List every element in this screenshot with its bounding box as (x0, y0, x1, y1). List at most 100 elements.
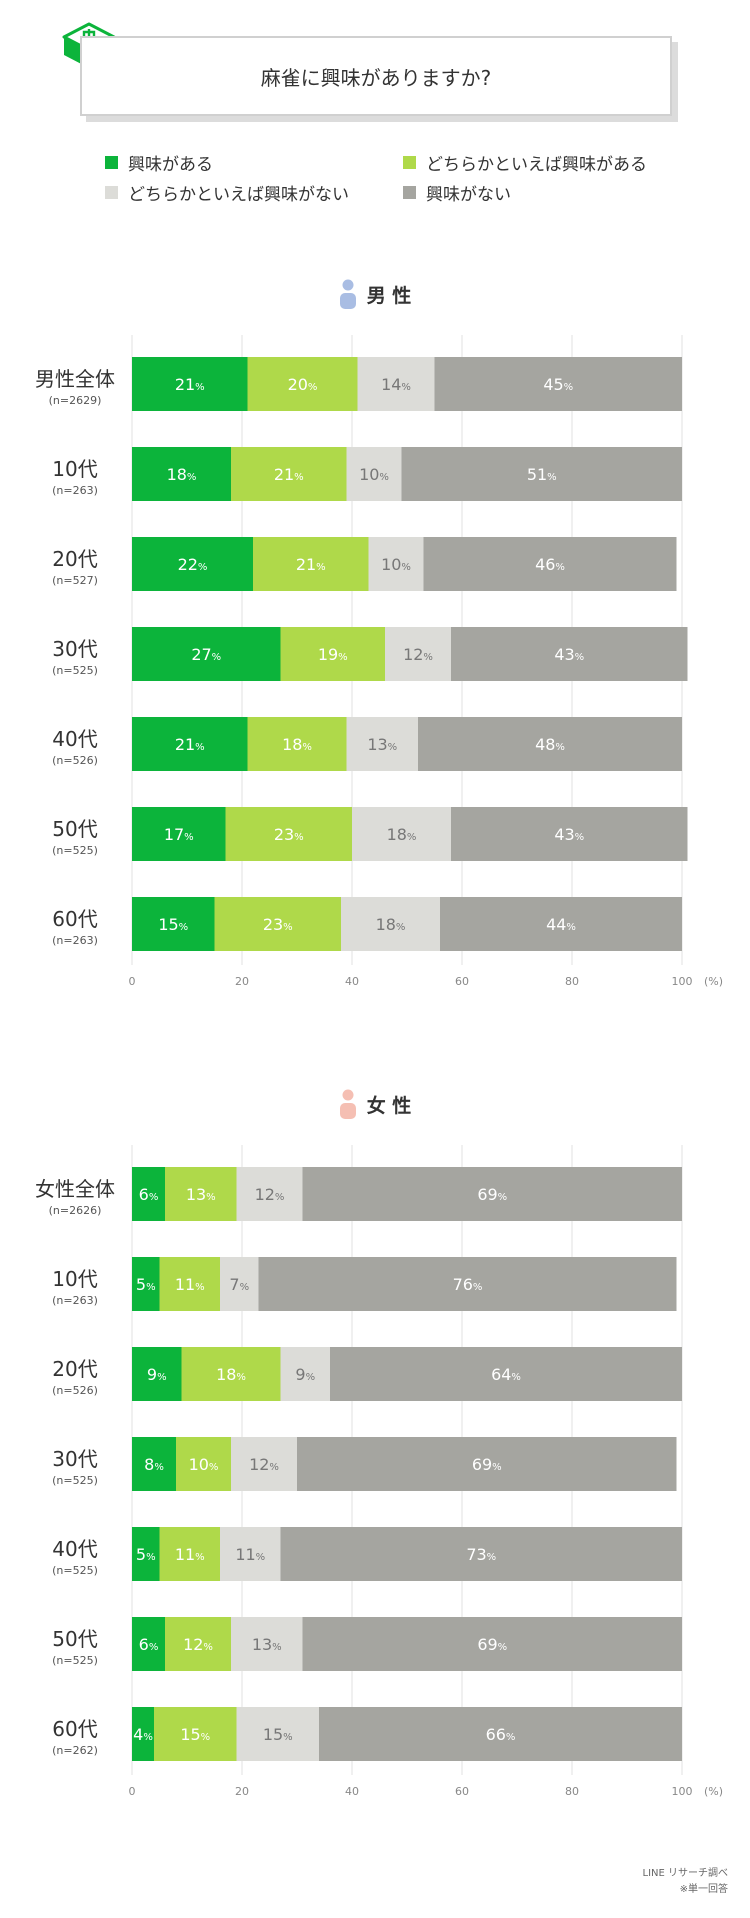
bar-segment (253, 537, 369, 591)
x-axis-unit: (%) (704, 1785, 723, 1798)
data-label: 18% (376, 915, 406, 934)
data-label: 21% (274, 465, 304, 484)
bar-segment (247, 357, 358, 411)
sample-size-label: (n=526) (52, 1384, 98, 1397)
data-label: 10% (381, 555, 411, 574)
data-label: 43% (554, 825, 584, 844)
legend-label: どちらかといえば興味がない (128, 185, 349, 205)
bar-segment (368, 537, 424, 591)
male-person-icon (339, 279, 356, 309)
bar-segment (132, 717, 248, 771)
sample-size-label: (n=525) (52, 1474, 98, 1487)
bar-segment (132, 897, 215, 951)
bar-segment (176, 1437, 231, 1491)
bar-segment (280, 1527, 682, 1581)
data-label: 10% (189, 1455, 219, 1474)
bar-segment (236, 1707, 319, 1761)
data-label: 64% (491, 1365, 521, 1384)
bar-segment (132, 1437, 176, 1491)
bar-segment (346, 717, 418, 771)
x-tick-label: 100 (672, 1785, 693, 1798)
female-person-icon (339, 1089, 356, 1119)
bar-segment (319, 1707, 682, 1761)
bar-segment (159, 1527, 220, 1581)
female-chart: 0 20 40 60 80 100 (%) 女性全体 (n=2626) 6% 13% 12% 69% 10… (0, 1145, 750, 1825)
section-title: 女 性 (366, 1094, 412, 1117)
data-label: 21% (296, 555, 326, 574)
bar-segment (401, 447, 682, 501)
bar-segment (225, 807, 352, 861)
data-label: 18% (387, 825, 417, 844)
data-label: 51% (527, 465, 557, 484)
male-bar-chart: 0 20 40 60 80 100 (%) 男性全体 (n=2629) 21% 20% 14% 45% 1… (35, 335, 723, 988)
bar-segment (297, 1437, 677, 1491)
page-title: 麻雀に興味がありますか? (80, 36, 672, 116)
data-label: 23% (263, 915, 293, 934)
sample-size-label: (n=526) (52, 754, 98, 767)
legend-swatch (105, 156, 118, 169)
bar-segment (247, 717, 347, 771)
bar-segment (165, 1167, 237, 1221)
data-label: 43% (554, 645, 584, 664)
data-label: 11% (175, 1545, 205, 1564)
data-label: 73% (466, 1545, 496, 1564)
bar-segment (231, 1617, 303, 1671)
bar-segment (236, 1167, 303, 1221)
bar-segment (132, 1257, 160, 1311)
data-label: 13% (252, 1635, 282, 1654)
data-label: 5% (136, 1275, 156, 1294)
x-tick-label: 80 (565, 975, 579, 988)
data-label: 14% (381, 375, 411, 394)
bar-segment (280, 627, 385, 681)
bar-segment (258, 1257, 677, 1311)
sample-size-label: (n=262) (52, 1744, 98, 1757)
data-label: 46% (535, 555, 565, 574)
x-tick-label: 60 (455, 1785, 469, 1798)
bar-segment (132, 1707, 154, 1761)
bar-segment (440, 897, 682, 951)
x-tick-label: 20 (235, 1785, 249, 1798)
bar-segment (132, 1347, 182, 1401)
sample-size-label: (n=525) (52, 844, 98, 857)
data-label: 69% (477, 1185, 507, 1204)
x-axis-unit: (%) (704, 975, 723, 988)
bar-segment (132, 627, 281, 681)
data-label: 17% (164, 825, 194, 844)
bar-segment (341, 897, 440, 951)
legend-swatch (105, 186, 118, 199)
legend-item-not-interested: 興味がない (403, 180, 511, 205)
bar-segment (165, 1617, 231, 1671)
data-label: 6% (139, 1635, 159, 1654)
data-label: 12% (403, 645, 433, 664)
sample-size-label: (n=2626) (49, 1204, 102, 1217)
legend-label: どちらかといえば興味がある (426, 155, 647, 175)
bar-segment (214, 897, 341, 951)
data-label: 48% (535, 735, 565, 754)
data-label: 8% (144, 1455, 164, 1474)
data-label: 6% (139, 1185, 159, 1204)
data-label: 23% (274, 825, 304, 844)
data-label: 9% (295, 1365, 315, 1384)
data-label: 10% (359, 465, 389, 484)
x-tick-label: 40 (345, 1785, 359, 1798)
bar-segment (423, 537, 677, 591)
section-heading-male: 男 性 (0, 277, 750, 311)
sample-size-label: (n=527) (52, 574, 98, 587)
sample-size-label: (n=525) (52, 1564, 98, 1577)
data-label: 18% (282, 735, 312, 754)
category-label: 男性全体 (35, 367, 115, 391)
category-label: 50代 (52, 1627, 97, 1651)
bar-segment (220, 1257, 259, 1311)
section-heading-female: 女 性 (0, 1087, 750, 1121)
answer-note: ※単一回答 (679, 1884, 728, 1895)
bar-segment (132, 1527, 160, 1581)
category-label: 30代 (52, 1447, 97, 1471)
bar-segment (231, 1437, 297, 1491)
legend-swatch (403, 186, 416, 199)
bar-segment (159, 1257, 220, 1311)
category-label: 10代 (52, 1267, 97, 1291)
bar-segment (357, 357, 435, 411)
data-label: 76% (453, 1275, 483, 1294)
source-text: LINE リサーチ調べ (642, 1868, 729, 1879)
male-chart: 0 20 40 60 80 100 (%) 男性全体 (n=2629) 21% 20% 14% 45% 1… (0, 335, 750, 1015)
